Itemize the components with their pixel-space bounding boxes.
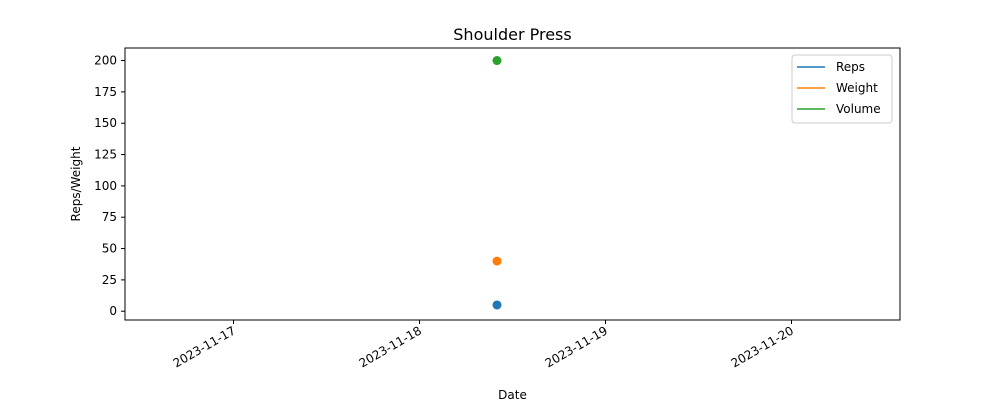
- y-tick-label: 50: [102, 242, 117, 256]
- y-tick-label: 200: [94, 54, 117, 68]
- y-tick-label: 0: [109, 304, 117, 318]
- plot-frame: [124, 47, 901, 321]
- y-tick-label: 150: [94, 116, 117, 130]
- y-tick-label: 175: [94, 85, 117, 99]
- y-axis: 0 25 50 75 100 125 150 175 200: [94, 54, 125, 318]
- legend-box: [791, 54, 893, 124]
- plot-area: [492, 56, 502, 310]
- legend-label-volume: Volume: [836, 102, 881, 116]
- y-tick-label: 75: [102, 210, 117, 224]
- chart-title: Shoulder Press: [453, 25, 571, 44]
- y-axis-label: Reps/Weight: [69, 146, 83, 221]
- y-tick-label: 25: [102, 273, 117, 287]
- y-tick-label: 100: [94, 179, 117, 193]
- point-reps: [492, 300, 502, 310]
- point-volume: [492, 56, 502, 66]
- legend-label-reps: Reps: [836, 60, 865, 74]
- point-weight: [492, 256, 502, 266]
- legend: Reps Weight Volume: [791, 54, 893, 124]
- x-axis-label: Date: [498, 388, 527, 400]
- y-tick-label: 125: [94, 148, 117, 162]
- legend-label-weight: Weight: [836, 81, 878, 95]
